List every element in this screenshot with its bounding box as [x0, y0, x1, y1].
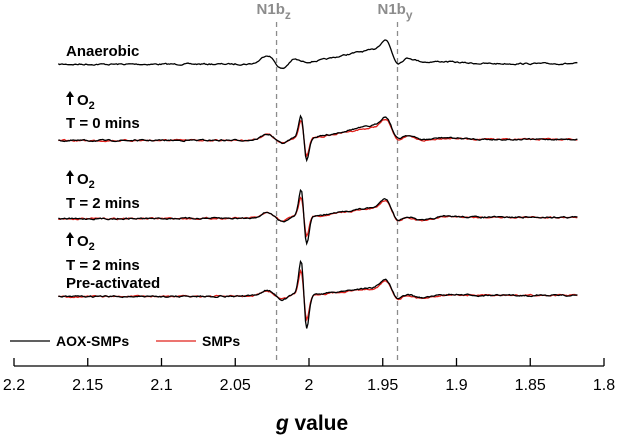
x-tick-label: 2.2 [3, 377, 25, 394]
reference-lines: N1bz N1by [257, 1, 413, 364]
up-arrow-icon [66, 91, 74, 105]
oxygen-label-t2pre: O2 [66, 232, 95, 253]
up-arrow-icon [66, 170, 74, 184]
panel-label-t2pre-line2: Pre-activated [66, 275, 160, 292]
x-tick-label: 1.8 [593, 377, 615, 394]
x-tick-label: 1.9 [445, 377, 467, 394]
legend-label-aox-smps: AOX-SMPs [56, 333, 129, 349]
oxygen-label-t0: O2 [66, 91, 95, 112]
x-tick-label: 2.05 [220, 377, 251, 394]
reference-label-n1by: N1by [378, 1, 413, 22]
x-tick-label: 2.1 [150, 377, 172, 394]
x-axis-title: g value [275, 412, 348, 435]
x-axis: 2.2 2.15 2.1 2.05 2 1.95 1.9 1.85 1.8 [3, 358, 615, 394]
legend: AOX-SMPs SMPs [10, 333, 240, 349]
legend-label-smps: SMPs [202, 333, 240, 349]
epr-spectra-chart: N1bz N1by Anaerobic O2 T = 0 mins O2 T = … [0, 0, 622, 435]
panel-label-anaerobic: Anaerobic [66, 43, 139, 60]
svg-text:O2: O2 [77, 233, 95, 253]
svg-text:O2: O2 [77, 92, 95, 112]
panel-label-t2: T = 2 mins [66, 195, 140, 212]
o2-base: O [77, 233, 89, 250]
x-tick-label: 2 [305, 377, 314, 394]
o2-sub: 2 [89, 179, 95, 191]
x-tick-label: 1.95 [367, 377, 398, 394]
up-arrow-icon [66, 232, 74, 246]
o2-sub: 2 [89, 241, 95, 253]
reference-label-n1bz: N1bz [257, 1, 291, 22]
oxygen-label-t2: O2 [66, 170, 95, 191]
o2-base: O [77, 92, 89, 109]
panel-label-t2pre-line1: T = 2 mins [66, 257, 140, 274]
svg-text:O2: O2 [77, 171, 95, 191]
o2-base: O [77, 171, 89, 188]
panel-label-t0: T = 0 mins [66, 115, 140, 132]
x-tick-label: 1.85 [515, 377, 546, 394]
o2-sub: 2 [89, 100, 95, 112]
x-tick-label: 2.15 [72, 377, 103, 394]
